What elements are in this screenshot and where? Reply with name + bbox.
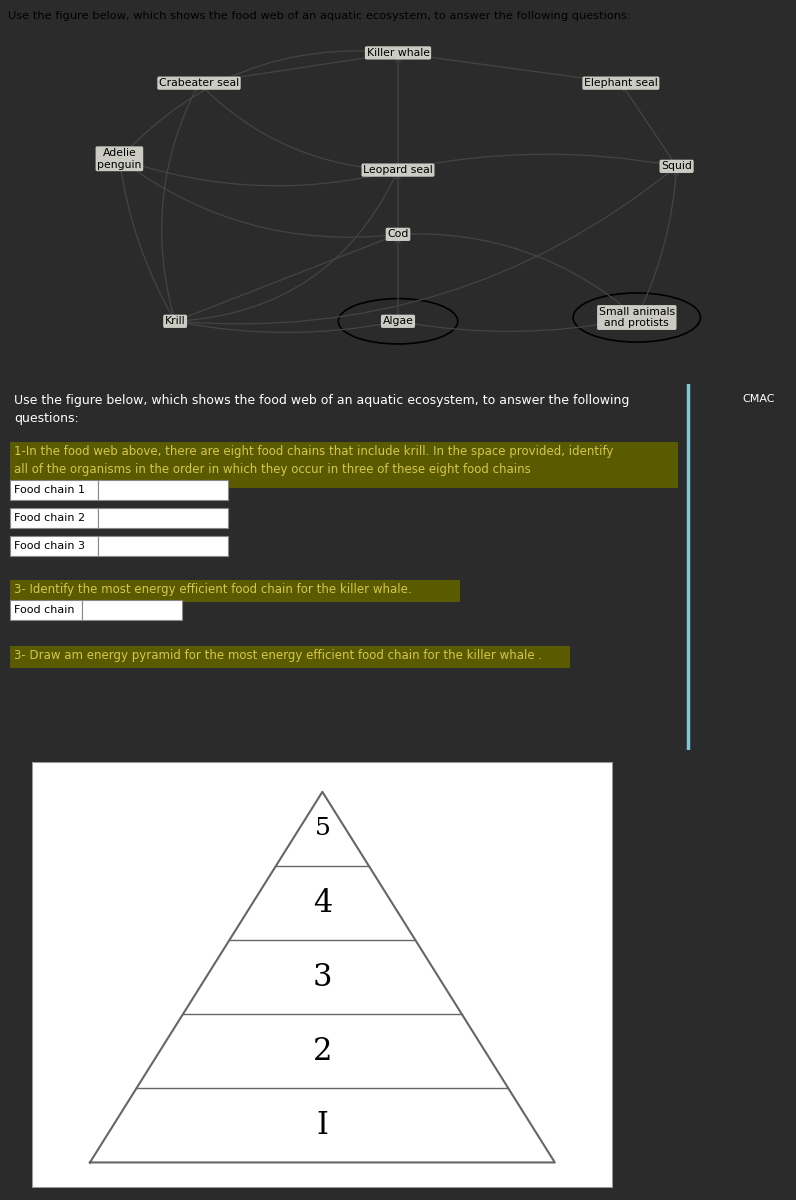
Text: Use the figure below, which shows the food web of an aquatic ecosystem, to answe: Use the figure below, which shows the fo… <box>8 11 631 22</box>
Text: Food chain 1: Food chain 1 <box>14 485 85 496</box>
Text: Cod: Cod <box>388 229 408 239</box>
Text: 3- Identify the most energy efficient food chain for the killer whale.: 3- Identify the most energy efficient fo… <box>14 583 412 596</box>
Text: 4: 4 <box>313 888 332 918</box>
Text: Elephant seal: Elephant seal <box>584 78 657 88</box>
Bar <box>98 536 228 556</box>
Text: Squid: Squid <box>661 161 692 172</box>
Text: Small animals
and protists: Small animals and protists <box>599 307 675 329</box>
Text: 5: 5 <box>314 817 330 840</box>
Bar <box>10 646 570 668</box>
Text: Killer whale: Killer whale <box>366 48 430 58</box>
Bar <box>10 580 460 602</box>
Bar <box>10 536 98 556</box>
Text: CMAC: CMAC <box>742 394 775 404</box>
Bar <box>98 480 228 500</box>
Text: Food chain 2: Food chain 2 <box>14 514 85 523</box>
Text: Use the figure below, which shows the food web of an aquatic ecosystem, to answe: Use the figure below, which shows the fo… <box>14 394 630 425</box>
Bar <box>98 508 228 528</box>
Text: Adelie
penguin: Adelie penguin <box>97 148 142 169</box>
Text: Food chain 3: Food chain 3 <box>14 541 85 551</box>
Text: 3- Draw am energy pyramid for the most energy efficient food chain for the kille: 3- Draw am energy pyramid for the most e… <box>14 649 542 662</box>
Text: Krill: Krill <box>165 317 185 326</box>
Text: Algae: Algae <box>383 317 413 326</box>
Bar <box>10 508 98 528</box>
Text: 1-In the food web above, there are eight food chains that include krill. In the : 1-In the food web above, there are eight… <box>14 445 614 475</box>
Bar <box>82 600 182 620</box>
Text: 3: 3 <box>313 961 332 992</box>
Bar <box>10 480 98 500</box>
Text: Food chain: Food chain <box>14 605 75 614</box>
Text: 2: 2 <box>313 1036 332 1067</box>
Text: Crabeater seal: Crabeater seal <box>159 78 239 88</box>
Text: Leopard seal: Leopard seal <box>363 166 433 175</box>
Text: I: I <box>317 1110 328 1141</box>
Bar <box>10 442 678 488</box>
Bar <box>10 600 82 620</box>
